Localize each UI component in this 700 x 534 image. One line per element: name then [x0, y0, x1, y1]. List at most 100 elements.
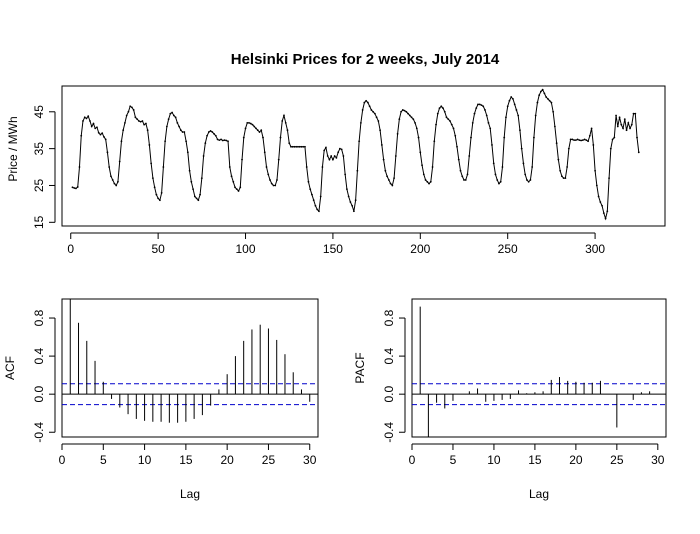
price-data-point: [190, 180, 193, 183]
price-data-point: [452, 127, 455, 130]
price-data-point: [352, 210, 355, 213]
price-data-point: [342, 155, 345, 157]
acf-bars: [62, 299, 318, 423]
price-data-point: [172, 114, 175, 117]
price-data-point: [442, 107, 444, 110]
price-data-point: [531, 166, 534, 168]
pacf-x-tick-label: 10: [487, 453, 501, 467]
price-data-point: [438, 107, 441, 110]
price-data-point: [103, 135, 105, 138]
pacf-plot-frame: [411, 298, 667, 438]
price-data-point: [394, 155, 397, 157]
price-data-point: [361, 109, 364, 111]
price-data-point: [71, 186, 74, 189]
price-data-point: [368, 105, 371, 108]
price-data-point: [637, 151, 640, 154]
price-data-point: [627, 121, 630, 124]
price-data-point: [207, 131, 210, 133]
price-data-point: [545, 96, 548, 98]
price-data-point: [573, 139, 576, 142]
price-data-point: [82, 120, 84, 122]
price-data-point: [449, 120, 451, 122]
price-data-point: [393, 177, 395, 180]
pacf-x-axis: 0 5 10 15 20 25 30: [409, 443, 665, 467]
price-data-point: [216, 138, 219, 141]
price-data-point: [277, 158, 280, 161]
price-data-point: [181, 131, 184, 133]
pacf-bars: [412, 306, 666, 437]
price-data-point: [588, 134, 591, 137]
price-data-point: [241, 158, 243, 161]
price-data-point: [263, 151, 266, 154]
price-data-point: [262, 136, 264, 139]
acf-x-tick-label: 5: [100, 453, 107, 467]
price-data-point: [471, 121, 474, 124]
price-data-point: [415, 127, 418, 130]
price-x-tick-label: 200: [410, 242, 430, 256]
price-data-point: [204, 142, 207, 145]
price-data-point: [230, 175, 233, 178]
price-data-point: [183, 131, 186, 133]
pacf-x-tick-label: 30: [651, 453, 665, 467]
price-data-point: [337, 151, 340, 154]
price-data-point: [562, 177, 565, 180]
price-data-point: [491, 144, 493, 146]
price-data-point: [120, 140, 123, 143]
price-data-point: [237, 190, 240, 192]
price-data-point: [433, 140, 436, 143]
price-y-tick-label: 25: [32, 178, 46, 192]
price-data-point: [199, 193, 201, 196]
price-data-point: [515, 109, 518, 111]
pacf-x-tick-label: 0: [409, 453, 416, 467]
price-data-point: [85, 117, 88, 120]
price-x-tick-label: 0: [67, 242, 74, 256]
price-data-point: [581, 139, 584, 142]
price-data-point: [524, 173, 527, 176]
price-data-point: [339, 147, 341, 150]
price-data-point: [106, 151, 109, 154]
price-data-point: [298, 145, 301, 148]
price-data-point: [429, 180, 432, 183]
price-data-point: [295, 145, 298, 148]
price-data-point: [506, 105, 509, 108]
price-data-point: [155, 193, 158, 196]
acf-x-tick-label: 30: [303, 453, 317, 467]
price-data-point: [468, 155, 471, 157]
price-data-point: [351, 204, 354, 207]
price-data-point: [118, 160, 121, 163]
price-data-point: [186, 151, 189, 154]
price-data-point: [76, 186, 79, 188]
price-data-point: [356, 169, 359, 172]
price-data-point: [234, 186, 236, 189]
price-data-point: [384, 169, 387, 172]
price-data-point: [365, 99, 368, 102]
price-data-point: [358, 140, 361, 143]
price-data-point: [272, 184, 275, 187]
price-data-point: [386, 175, 388, 178]
price-data-point: [422, 173, 425, 176]
price-data-point: [214, 134, 217, 137]
price-x-tick-label: 50: [151, 242, 165, 256]
price-data-point: [583, 138, 586, 141]
price-data-point: [305, 166, 308, 168]
price-data-point: [232, 180, 235, 183]
price-data-point: [550, 101, 553, 104]
price-data-point: [517, 114, 520, 117]
price-data-point: [333, 155, 336, 157]
price-data-point: [459, 169, 462, 172]
price-data-point: [300, 145, 303, 148]
price-data-point: [270, 182, 273, 185]
price-data-point: [569, 138, 572, 141]
price-data-point: [150, 162, 153, 165]
price-data-point: [604, 217, 607, 220]
price-data-point: [122, 129, 125, 132]
price-y-tick-label: 45: [32, 105, 46, 119]
price-data-point: [522, 162, 525, 165]
price-data-point: [541, 88, 544, 91]
price-data-point: [78, 166, 81, 168]
price-data-point: [335, 156, 338, 159]
price-data-point: [165, 125, 168, 128]
price-data-point: [485, 114, 488, 117]
price-data-point: [221, 139, 224, 142]
price-data-point: [117, 180, 119, 183]
